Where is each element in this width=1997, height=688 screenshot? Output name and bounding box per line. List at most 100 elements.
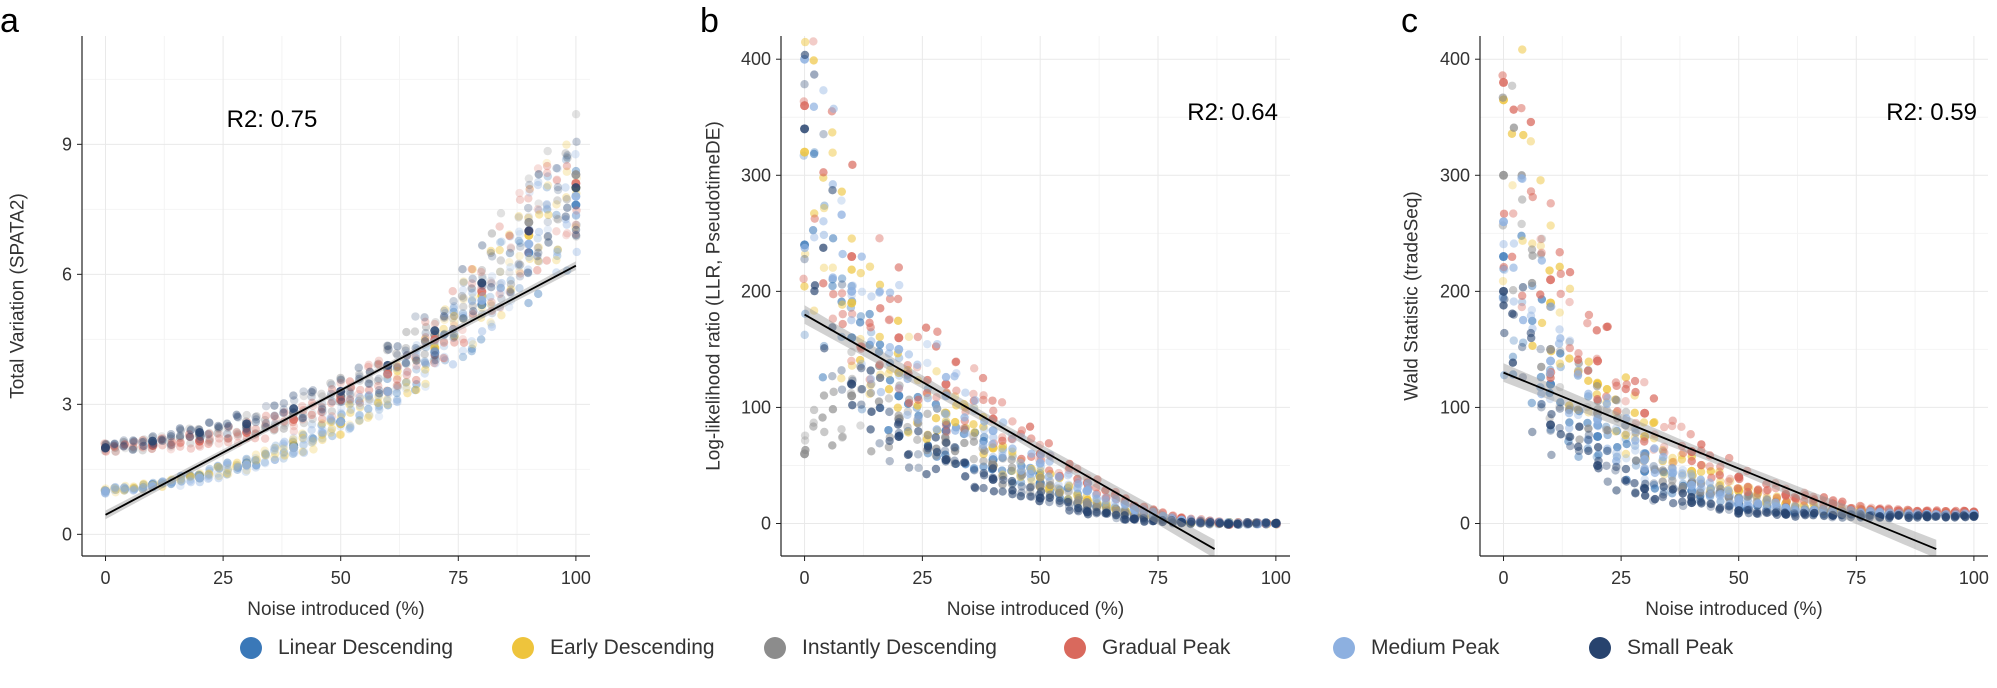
data-point: [111, 485, 121, 495]
data-point: [942, 427, 951, 436]
data-point: [364, 391, 374, 400]
data-point-value: [524, 248, 534, 258]
fit-confidence-band-c: [1503, 363, 1937, 556]
data-point: [885, 294, 895, 304]
data-point: [1612, 462, 1621, 472]
data-point: [997, 444, 1006, 453]
data-point: [1509, 239, 1519, 248]
x-axis-title-a: Noise introduced (%): [247, 599, 424, 620]
data-point: [1555, 423, 1564, 433]
data-point: [997, 398, 1007, 407]
data-point: [317, 403, 327, 412]
data-point: [563, 153, 572, 163]
data-point-value: [1640, 455, 1650, 465]
data-point: [1509, 209, 1518, 218]
data-point: [961, 472, 970, 481]
data-point: [318, 425, 327, 435]
data-point: [487, 320, 496, 329]
data-point: [139, 435, 149, 444]
data-point: [411, 352, 421, 361]
data-point: [808, 225, 818, 235]
data-point: [970, 396, 980, 405]
data-point: [233, 462, 243, 471]
data-point: [1622, 414, 1631, 423]
data-point: [111, 447, 120, 456]
data-point-value: [430, 326, 440, 336]
data-point: [326, 413, 335, 423]
data-point: [495, 267, 505, 276]
data-point: [365, 395, 374, 404]
data-point: [468, 293, 478, 302]
data-point: [913, 419, 923, 428]
data-point: [506, 276, 515, 285]
data-point: [893, 403, 903, 412]
y-tick-label: 0: [1460, 514, 1470, 534]
data-point: [1603, 477, 1612, 486]
data-point: [809, 56, 818, 65]
x-axis-title-c: Noise introduced (%): [1645, 599, 1822, 620]
data-point: [933, 327, 942, 336]
data-point: [486, 318, 495, 327]
data-point: [157, 478, 166, 488]
data-point: [1537, 318, 1547, 328]
data-point-value: [1499, 170, 1509, 180]
data-point: [1649, 434, 1659, 443]
data-point-value: [1035, 481, 1045, 491]
data-point: [308, 436, 318, 445]
data-point: [894, 418, 904, 427]
data-point-value: [101, 486, 111, 496]
data-point: [800, 249, 810, 259]
data-point: [412, 356, 421, 365]
data-point: [166, 434, 175, 443]
data-point: [1111, 495, 1121, 504]
data-point: [279, 441, 289, 450]
data-point: [1508, 358, 1518, 367]
data-point: [420, 369, 429, 378]
data-point: [1498, 71, 1507, 80]
data-point: [439, 342, 449, 351]
data-point: [458, 335, 468, 344]
data-point-value: [1546, 356, 1556, 366]
data-point: [1206, 517, 1215, 527]
data-point: [543, 181, 553, 190]
data-point: [412, 341, 421, 350]
data-point: [1725, 474, 1735, 484]
data-point: [327, 417, 337, 426]
data-point: [562, 229, 572, 238]
data-point: [299, 447, 309, 456]
data-point: [213, 462, 222, 472]
data-point: [1556, 289, 1565, 299]
data-point: [260, 434, 270, 443]
data-point: [1261, 519, 1270, 529]
data-point: [1101, 498, 1110, 507]
data-point: [1771, 498, 1780, 507]
data-point: [552, 163, 561, 173]
data-point: [553, 245, 562, 254]
data-point: [327, 424, 337, 433]
data-point: [166, 442, 176, 451]
data-point: [857, 385, 867, 394]
data-point: [392, 375, 402, 384]
data-point: [213, 421, 223, 431]
data-point: [516, 242, 525, 251]
data-point: [525, 180, 534, 190]
data-point: [828, 441, 837, 450]
data-point: [139, 482, 148, 492]
data-point: [552, 210, 561, 220]
data-point: [1121, 515, 1130, 524]
data-point: [157, 435, 166, 444]
data-point: [1743, 505, 1752, 515]
data-point: [829, 289, 838, 299]
data-point-value: [847, 286, 857, 296]
data-point: [1074, 477, 1083, 486]
data-point: [1640, 434, 1649, 444]
data-point: [449, 318, 459, 327]
data-point: [885, 407, 894, 417]
data-point: [572, 247, 581, 257]
data-point: [392, 381, 402, 390]
data-point: [562, 193, 571, 202]
data-point: [261, 449, 270, 459]
r2-annotation-c: R2: 0.59: [1886, 99, 1977, 126]
data-point: [942, 410, 951, 419]
data-point: [1045, 497, 1054, 507]
